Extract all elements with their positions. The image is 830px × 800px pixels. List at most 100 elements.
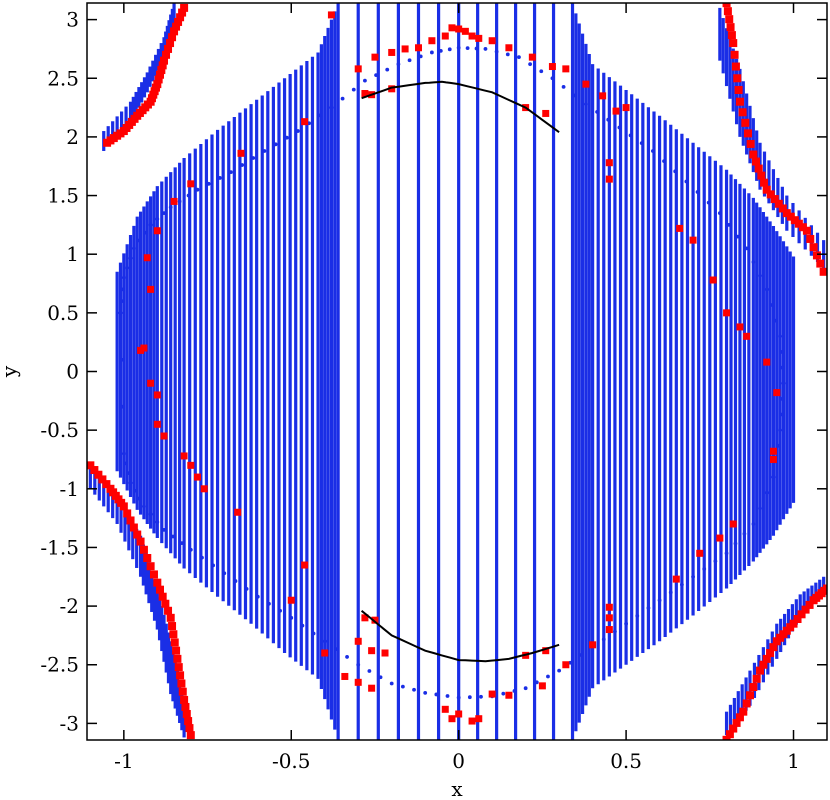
blue-dot: [171, 534, 175, 539]
blue-dot: [418, 54, 423, 59]
red-square-marker: [172, 22, 181, 31]
red-square-marker: [147, 379, 155, 387]
red-square-marker: [723, 309, 731, 317]
blue-dot: [546, 674, 550, 679]
red-square-marker: [154, 75, 163, 84]
red-square-marker: [797, 610, 806, 619]
blue-dot: [307, 121, 312, 126]
red-square-marker: [166, 39, 175, 48]
red-square-marker: [716, 534, 724, 542]
red-square-marker: [180, 452, 188, 460]
red-square-marker: [562, 661, 570, 669]
blue-dot: [595, 109, 599, 114]
red-square-marker: [123, 509, 132, 518]
red-square-marker: [562, 65, 570, 73]
blue-dot-group: [118, 45, 786, 700]
red-square-marker: [722, 3, 731, 8]
red-square-marker: [119, 502, 128, 511]
red-square-marker: [301, 118, 309, 126]
blue-dot: [233, 579, 238, 583]
blue-dot: [128, 481, 133, 485]
red-square-marker: [371, 616, 379, 624]
red-square-marker: [149, 570, 158, 579]
red-square-marker: [139, 545, 148, 554]
blue-dot: [780, 396, 785, 401]
red-square-marker: [234, 508, 242, 516]
blue-dot: [456, 695, 461, 700]
red-square-marker: [729, 520, 737, 528]
red-square-marker: [182, 710, 191, 719]
blue-dot: [779, 350, 784, 354]
red-square-marker: [187, 180, 195, 188]
blue-dot: [244, 586, 249, 591]
blue-dot: [284, 135, 289, 140]
y-tick-label: 3: [66, 8, 79, 32]
red-square-marker: [605, 159, 613, 167]
red-square-marker: [428, 37, 436, 45]
x-tick-label: -0.5: [272, 749, 311, 773]
y-tick-label: 2: [66, 125, 79, 149]
red-square-marker: [301, 561, 309, 569]
red-square-marker: [170, 27, 179, 36]
red-square-marker: [589, 641, 597, 649]
blue-dot: [137, 496, 142, 501]
red-square-marker: [802, 226, 811, 235]
red-square-marker: [723, 7, 732, 16]
blue-dot: [447, 47, 452, 52]
blue-dot: [691, 574, 695, 579]
blue-dot: [751, 260, 756, 264]
red-square-marker: [164, 606, 173, 615]
red-square-marker: [146, 562, 155, 571]
blue-dot: [251, 156, 256, 160]
red-square-marker: [605, 614, 613, 622]
red-square-marker: [696, 549, 704, 557]
blue-dot: [706, 200, 711, 205]
red-square-marker: [798, 223, 807, 232]
red-square-marker: [361, 90, 369, 98]
red-square-marker: [794, 219, 803, 228]
blue-dot: [188, 547, 193, 552]
red-square-marker: [461, 27, 469, 35]
blue-dot: [501, 691, 506, 696]
red-square-marker: [786, 212, 795, 221]
red-square-marker: [730, 50, 739, 59]
red-square-marker: [153, 391, 161, 399]
y-tick-label: 1.5: [47, 184, 79, 208]
red-square-marker: [732, 718, 741, 727]
red-square-marker: [185, 724, 194, 733]
blue-dot: [601, 637, 606, 642]
blue-dot: [646, 606, 651, 610]
red-square-marker: [174, 17, 183, 26]
red-square-marker: [746, 139, 755, 148]
red-square-marker: [773, 389, 781, 397]
red-square-marker: [741, 118, 750, 127]
red-square-marker: [809, 243, 818, 252]
red-square-marker: [806, 234, 815, 243]
blue-dot: [211, 563, 216, 568]
blue-dot: [650, 149, 655, 153]
red-square-marker: [505, 44, 513, 52]
red-square-marker: [745, 691, 754, 700]
red-square-marker: [763, 358, 771, 366]
red-square-marker: [168, 33, 177, 42]
blue-dot: [278, 608, 282, 613]
red-square-marker: [735, 713, 744, 722]
red-square-marker: [757, 171, 766, 180]
red-square-marker: [769, 643, 778, 652]
red-square-marker: [752, 674, 761, 683]
red-square-marker: [94, 470, 103, 479]
blue-dot: [758, 273, 762, 278]
blue-dot: [778, 334, 783, 339]
blue-dot: [240, 163, 245, 167]
red-square-marker: [774, 199, 783, 208]
blue-dot: [523, 686, 528, 691]
blue-dot: [142, 504, 146, 509]
blue-dot: [133, 488, 137, 493]
red-square-marker: [468, 32, 476, 40]
red-square-marker: [769, 447, 777, 455]
red-square-marker: [162, 50, 171, 59]
blue-dot: [713, 559, 718, 564]
red-square-marker: [548, 63, 556, 71]
red-square-marker: [381, 649, 389, 657]
blue-dot: [550, 76, 555, 81]
